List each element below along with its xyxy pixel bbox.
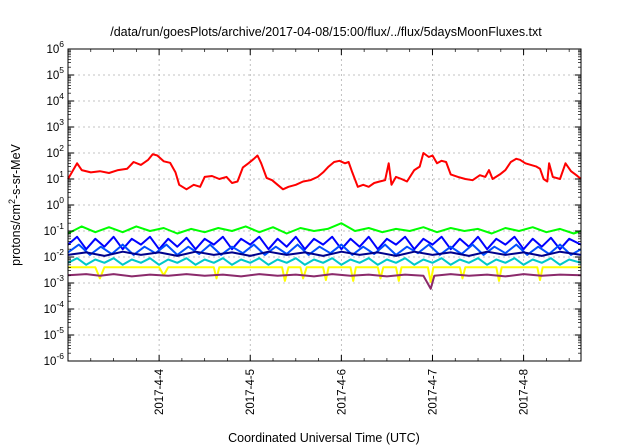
y-tick-label: 105: [46, 65, 64, 82]
chart-title: /data/run/goesPlots/archive/2017-04-08/1…: [110, 25, 542, 39]
plot-frame: [67, 48, 582, 362]
y-tick-base: 10: [46, 200, 59, 212]
series-layer: [67, 152, 582, 290]
y-tick-label: 10-2: [44, 247, 65, 264]
y-tick-exponent: 2: [59, 143, 64, 153]
y-tick-label: 10-5: [44, 325, 65, 342]
y-tick-base: 10: [44, 356, 57, 368]
series-line-2: [67, 222, 582, 235]
y-tick-exponent: -2: [56, 247, 64, 257]
series-line-6: [67, 257, 582, 266]
y-tick-label: 103: [46, 117, 64, 134]
y-tick-label: 10-1: [44, 221, 65, 238]
y-tick-exponent: -1: [56, 221, 64, 231]
grid-lines: [68, 49, 581, 361]
series-line-5: [67, 250, 582, 257]
x-tick-label: 2017-4-8: [519, 369, 531, 415]
y-tick-label: 101: [46, 169, 64, 186]
series-line-7: [68, 266, 581, 283]
y-tick-base: 10: [46, 96, 59, 108]
series-line-3: [67, 235, 582, 251]
y-tick-label: 106: [46, 39, 64, 56]
y-tick-label: 100: [46, 195, 64, 212]
y-tick-label: 10-3: [44, 273, 65, 290]
y-axis-label-base: protons/cm: [9, 204, 23, 266]
x-axis-label: Coordinated Universal Time (UTC): [228, 431, 420, 445]
y-tick-base: 10: [46, 148, 59, 160]
y-tick-exponent: 5: [59, 65, 64, 75]
x-tick-labels: 2017-4-4 2017-4-5 2017-4-6 2017-4-7 2017-4-8: [154, 368, 530, 415]
y-tick-label: 10-4: [44, 299, 65, 316]
y-tick-exponent: 6: [59, 39, 64, 49]
y-tick-label: 10-6: [44, 351, 65, 368]
y-axis-label-sup: 2: [7, 199, 17, 204]
y-axis-label: protons/cm2-s-sr-MeV: [7, 143, 23, 265]
series-line-4: [67, 243, 582, 256]
y-tick-exponent: 3: [59, 117, 64, 127]
x-tick-label: 2017-4-5: [245, 369, 257, 415]
y-tick-exponent: -6: [56, 351, 64, 361]
series-line-1: [67, 152, 582, 191]
y-tick-base: 10: [44, 330, 57, 342]
series-line-8: [67, 273, 582, 290]
y-tick-exponent: -5: [56, 325, 64, 335]
y-tick-base: 10: [44, 252, 57, 264]
y-tick-exponent: -4: [56, 299, 64, 309]
x-tick-label: 2017-4-6: [336, 369, 348, 415]
y-tick-base: 10: [44, 226, 57, 238]
x-tick-label: 2017-4-4: [154, 368, 166, 415]
y-tick-base: 10: [46, 122, 59, 134]
y-tick-base: 10: [44, 278, 57, 290]
y-axis-label-rest: -s-sr-MeV: [9, 143, 23, 199]
y-tick-exponent: 4: [59, 91, 64, 101]
y-tick-exponent: -3: [56, 273, 64, 283]
y-tick-base: 10: [46, 174, 59, 186]
y-tick-exponent: 1: [59, 169, 64, 179]
x-tick-label: 2017-4-7: [427, 369, 439, 415]
y-tick-base: 10: [46, 70, 59, 82]
y-tick-label: 102: [46, 143, 64, 160]
y-tick-base: 10: [44, 304, 57, 316]
y-tick-label: 104: [46, 91, 64, 108]
y-tick-labels: 10-610-510-410-310-210-11001011021031041…: [44, 39, 65, 368]
y-tick-exponent: 0: [59, 195, 64, 205]
y-tick-base: 10: [46, 44, 59, 56]
